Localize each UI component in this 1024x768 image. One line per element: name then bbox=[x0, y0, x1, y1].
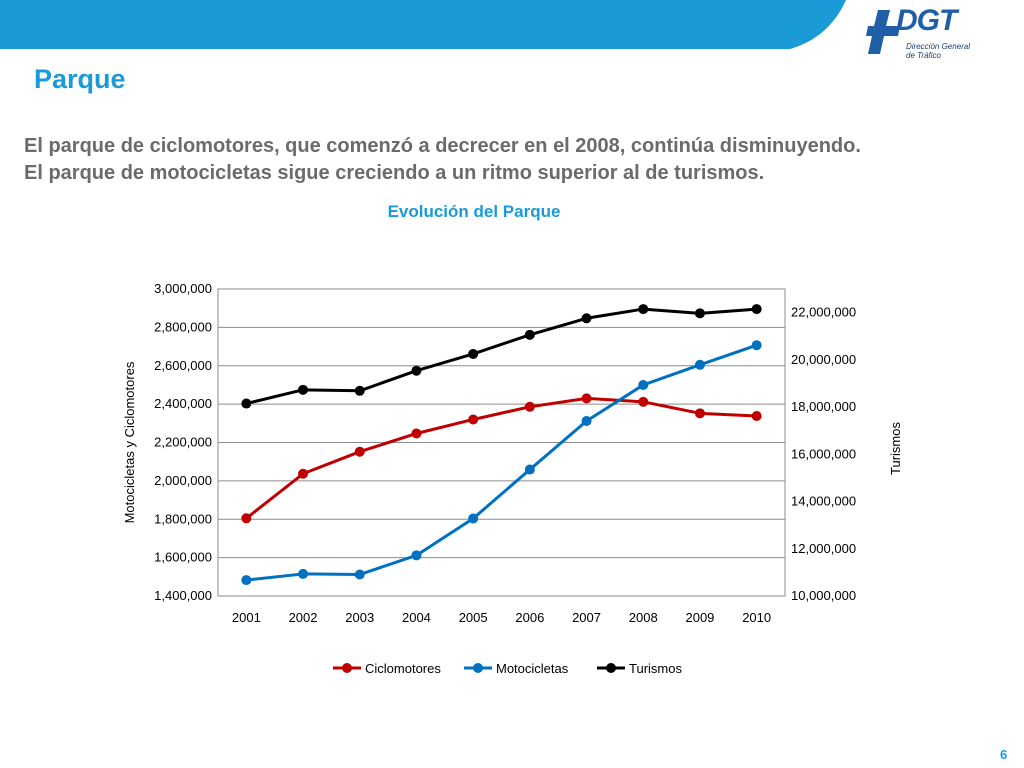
point-ciclomotores-2005 bbox=[468, 414, 479, 425]
point-turismos-2008 bbox=[638, 304, 649, 315]
point-ciclomotores-2004 bbox=[411, 428, 422, 439]
y2-tick-label-0: 10,000,000 bbox=[791, 588, 856, 603]
series-line-ciclomotores bbox=[245, 396, 757, 520]
point-ciclomotores-2003 bbox=[354, 446, 365, 457]
legend-label-ciclomotores: Ciclomotores bbox=[365, 661, 441, 676]
y-tick-label-7: 2,800,000 bbox=[154, 319, 212, 334]
y2-tick-label-1: 12,000,000 bbox=[791, 541, 856, 556]
y-tick-label-8: 3,000,000 bbox=[154, 281, 212, 296]
y-tick-label-4: 2,200,000 bbox=[154, 435, 212, 450]
slide-title: Parque bbox=[34, 64, 126, 94]
x-tick-label-2004: 2004 bbox=[402, 610, 431, 625]
banner-shape bbox=[0, 0, 846, 49]
point-motocicletas-2007 bbox=[581, 416, 592, 427]
point-turismos-2009 bbox=[694, 308, 705, 319]
line-chart: 1,400,000 1,600,000 1,800,000 2,000,000 2,20… bbox=[122, 281, 903, 676]
point-motocicletas-2008 bbox=[638, 379, 649, 390]
point-ciclomotores-2001 bbox=[241, 513, 252, 524]
legend-label-motocicletas: Motocicletas bbox=[496, 661, 569, 676]
point-ciclomotores-2006 bbox=[524, 401, 535, 412]
x-tick-label-2001: 2001 bbox=[232, 610, 261, 625]
point-ciclomotores-2007 bbox=[581, 393, 592, 404]
point-motocicletas-2006 bbox=[524, 464, 535, 475]
logo-subtitle-line2: de Tráfico bbox=[906, 51, 941, 60]
y2-tick-label-4: 18,000,000 bbox=[791, 399, 856, 414]
point-turismos-2001 bbox=[241, 398, 252, 409]
point-ciclomotores-2008 bbox=[638, 396, 649, 407]
plot-area bbox=[217, 288, 786, 597]
y-tick-label-2: 1,800,000 bbox=[154, 511, 212, 526]
x-tick-label-2010: 2010 bbox=[742, 610, 771, 625]
series-line-motocicletas bbox=[246, 343, 758, 582]
legend-marker-motocicletas bbox=[473, 663, 483, 673]
y2-axis-title: Turismos bbox=[888, 422, 903, 475]
point-turismos-2010 bbox=[751, 304, 762, 315]
point-motocicletas-2002 bbox=[298, 568, 309, 579]
y-tick-label-1: 1,600,000 bbox=[154, 550, 212, 565]
x-tick-label-2002: 2002 bbox=[289, 610, 318, 625]
page-number: 6 bbox=[1000, 747, 1008, 762]
logo-name: DGT bbox=[896, 4, 957, 37]
x-tick-label-2005: 2005 bbox=[459, 610, 488, 625]
x-tick-label-2007: 2007 bbox=[572, 610, 601, 625]
x-tick-label-2008: 2008 bbox=[629, 610, 658, 625]
y2-tick-label-2: 14,000,000 bbox=[791, 494, 856, 509]
point-turismos-2003 bbox=[354, 385, 365, 396]
dgt-cross-icon bbox=[866, 10, 900, 54]
logo-subtitle-line1: Dirección General bbox=[906, 42, 971, 51]
point-turismos-2004 bbox=[411, 365, 422, 376]
y-tick-label-6: 2,600,000 bbox=[154, 358, 212, 373]
x-tick-label-2006: 2006 bbox=[515, 610, 544, 625]
header-banner bbox=[0, 0, 846, 49]
legend-marker-turismos bbox=[606, 663, 616, 673]
paragraph-ciclomotores: El parque de ciclomotores, que comenzó a… bbox=[24, 135, 861, 157]
series-line-turismos bbox=[245, 307, 757, 405]
y-tick-label-0: 1,400,000 bbox=[154, 588, 212, 603]
y2-tick-label-3: 16,000,000 bbox=[791, 446, 856, 461]
point-motocicletas-2004 bbox=[411, 550, 422, 561]
x-tick-label-2003: 2003 bbox=[345, 610, 374, 625]
logo-subtitle: Dirección General de Tráfico bbox=[906, 42, 970, 60]
point-motocicletas-2010 bbox=[751, 340, 762, 351]
point-turismos-2005 bbox=[468, 348, 479, 359]
point-motocicletas-2005 bbox=[468, 513, 479, 524]
y2-tick-label-5: 20,000,000 bbox=[791, 352, 856, 367]
point-motocicletas-2001 bbox=[241, 575, 252, 586]
point-ciclomotores-2002 bbox=[298, 468, 309, 479]
point-turismos-2006 bbox=[524, 329, 535, 340]
point-motocicletas-2003 bbox=[354, 569, 365, 580]
y-tick-label-5: 2,400,000 bbox=[154, 396, 212, 411]
point-turismos-2007 bbox=[581, 313, 592, 324]
y-axis-title: Motocicletas y Ciclomotores bbox=[122, 361, 137, 523]
chart-title: Evolución del Parque bbox=[387, 202, 561, 221]
dgt-logo bbox=[866, 6, 986, 64]
point-ciclomotores-2010 bbox=[751, 411, 762, 422]
y-tick-label-3: 2,000,000 bbox=[154, 473, 212, 488]
point-turismos-2002 bbox=[298, 384, 309, 395]
y2-tick-label-6: 22,000,000 bbox=[791, 305, 856, 320]
paragraph-motocicletas: El parque de motocicletas sigue creciend… bbox=[24, 162, 765, 184]
legend-marker-ciclomotores bbox=[342, 663, 352, 673]
point-ciclomotores-2009 bbox=[694, 408, 705, 419]
x-tick-label-2009: 2009 bbox=[685, 610, 714, 625]
point-motocicletas-2009 bbox=[694, 359, 705, 370]
legend-label-turismos: Turismos bbox=[629, 661, 682, 676]
